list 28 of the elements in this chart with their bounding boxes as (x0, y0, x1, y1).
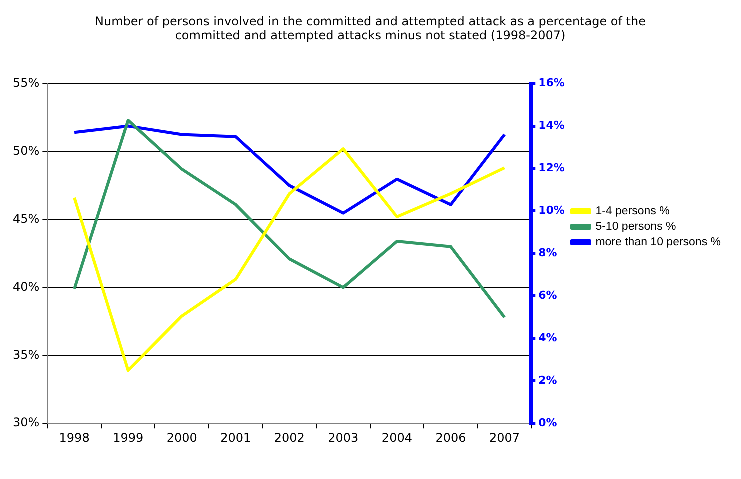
x-tick-label: 2000 (166, 430, 198, 445)
y2-tick-label: 10% (538, 204, 565, 218)
y2-tick-label: 2% (538, 374, 558, 387)
legend-label: 5-10 persons % (596, 221, 676, 234)
y-tick-label: 30% (13, 416, 40, 430)
y2-tick-label: 14% (538, 119, 565, 132)
y-tick-label: 50% (13, 144, 40, 158)
y2-tick-label: 8% (538, 246, 558, 260)
x-tick-label: 2004 (382, 430, 412, 445)
x-tick-label: 1999 (113, 430, 144, 445)
y2-tick-label: 0% (538, 416, 558, 430)
x-tick-label: 2007 (489, 430, 520, 445)
x-tick-label: 2003 (328, 430, 359, 445)
x-tick-label: 2002 (274, 430, 305, 445)
x-tick-label: 2001 (220, 430, 252, 445)
legend-label: more than 10 persons % (596, 236, 722, 249)
y-tick-label: 40% (13, 280, 40, 294)
y-tick-label: 45% (13, 212, 40, 226)
y-tick-label: 55% (13, 76, 40, 90)
y2-tick-label: 16% (538, 76, 565, 90)
legend-label: 1-4 persons % (596, 206, 670, 218)
y2-tick-label: 4% (538, 332, 558, 345)
x-tick-label: 2006 (436, 430, 466, 445)
y-tick-label: 35% (13, 348, 40, 362)
x-tick-label: 1998 (59, 430, 90, 445)
chart-title: Number of persons involved in the committed and attempted attack as a percentage of the committed and attempted attacks minus not stated (1998-2007) (94, 14, 646, 43)
y2-tick-label: 6% (538, 289, 558, 302)
y2-tick-label: 12% (538, 162, 565, 175)
